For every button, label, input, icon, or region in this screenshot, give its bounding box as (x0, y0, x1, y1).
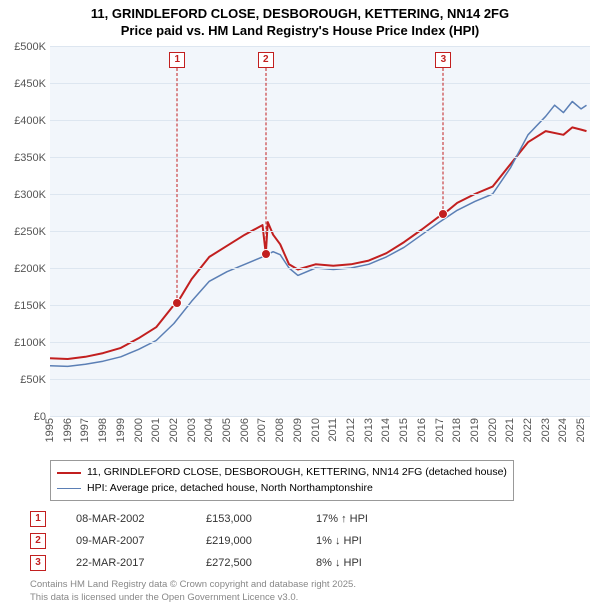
footer-line-2: This data is licensed under the Open Gov… (30, 592, 588, 604)
x-tick-label: 2011 (327, 418, 339, 442)
chart-marker-2: 2 (258, 52, 274, 68)
marker-dot (261, 249, 271, 259)
title-line-1: 11, GRINDLEFORD CLOSE, DESBOROUGH, KETTE… (0, 6, 600, 23)
marker-dot (172, 298, 182, 308)
x-tick-label: 2000 (133, 418, 145, 442)
x-tick-label: 2010 (310, 418, 322, 442)
annotation-row: 3 22-MAR-2017 £272,500 8% ↓ HPI (30, 555, 588, 571)
legend-label: HPI: Average price, detached house, Nort… (87, 481, 373, 497)
y-tick-label: £100K (14, 337, 46, 349)
x-tick-label: 2015 (398, 418, 410, 442)
x-tick-label: 2002 (168, 418, 180, 442)
y-tick-label: £400K (14, 115, 46, 127)
annotation-date: 22-MAR-2017 (76, 557, 176, 569)
marker-dot (438, 209, 448, 219)
y-tick-label: £250K (14, 226, 46, 238)
annotation-hpi: 8% ↓ HPI (316, 557, 396, 569)
x-tick-label: 2022 (522, 418, 534, 442)
annotation-price: £219,000 (206, 535, 286, 547)
marker-line (265, 68, 266, 254)
marker-line (177, 68, 178, 303)
annotation-price: £153,000 (206, 513, 286, 525)
x-tick-label: 2017 (434, 418, 446, 442)
annotation-hpi: 17% ↑ HPI (316, 513, 396, 525)
legend-swatch (57, 488, 81, 489)
gridline: £200K (50, 268, 590, 269)
x-tick-label: 1998 (97, 418, 109, 442)
gridline: £450K (50, 83, 590, 84)
x-tick-label: 1996 (62, 418, 74, 442)
gridline: £500K (50, 46, 590, 47)
chart-marker-3: 3 (435, 52, 451, 68)
plot-area: £0£50K£100K£150K£200K£250K£300K£350K£400… (50, 46, 590, 416)
annotation-price: £272,500 (206, 557, 286, 569)
annotation-row: 2 09-MAR-2007 £219,000 1% ↓ HPI (30, 533, 588, 549)
x-tick-label: 2006 (239, 418, 251, 442)
x-tick-label: 2021 (504, 418, 516, 442)
annotation-hpi: 1% ↓ HPI (316, 535, 396, 547)
x-tick-label: 2013 (363, 418, 375, 442)
x-tick-label: 2024 (557, 418, 569, 442)
x-tick-label: 2001 (150, 418, 162, 442)
y-tick-label: £300K (14, 189, 46, 201)
y-tick-label: £500K (14, 41, 46, 53)
footer: Contains HM Land Registry data © Crown c… (30, 579, 588, 604)
legend-item-hpi: HPI: Average price, detached house, Nort… (57, 481, 507, 497)
x-tick-label: 2019 (469, 418, 481, 442)
x-tick-label: 2009 (292, 418, 304, 442)
annotation-date: 08-MAR-2002 (76, 513, 176, 525)
annotation-number: 1 (30, 511, 46, 527)
gridline: £100K (50, 342, 590, 343)
title-line-2: Price paid vs. HM Land Registry's House … (0, 23, 600, 40)
x-tick-label: 1995 (44, 418, 56, 442)
x-tick-label: 2018 (451, 418, 463, 442)
series-hpi (50, 101, 587, 366)
x-tick-label: 2004 (203, 418, 215, 442)
series-price_paid (50, 127, 587, 359)
x-tick-label: 1999 (115, 418, 127, 442)
marker-line (443, 68, 444, 214)
gridline: £350K (50, 157, 590, 158)
annotation-table: 1 08-MAR-2002 £153,000 17% ↑ HPI 2 09-MAR-200… (30, 511, 588, 571)
y-tick-label: £200K (14, 263, 46, 275)
x-tick-label: 2007 (256, 418, 268, 442)
gridline: £250K (50, 231, 590, 232)
annotation-number: 2 (30, 533, 46, 549)
gridline: £150K (50, 305, 590, 306)
x-axis: 1995199619971998199920002001200220032004… (50, 416, 590, 452)
gridline: £50K (50, 379, 590, 380)
legend: 11, GRINDLEFORD CLOSE, DESBOROUGH, KETTE… (50, 460, 514, 502)
y-tick-label: £50K (20, 374, 46, 386)
x-tick-label: 2012 (345, 418, 357, 442)
chart-marker-1: 1 (169, 52, 185, 68)
y-tick-label: £450K (14, 78, 46, 90)
annotation-row: 1 08-MAR-2002 £153,000 17% ↑ HPI (30, 511, 588, 527)
x-tick-label: 2020 (487, 418, 499, 442)
x-tick-label: 2014 (380, 418, 392, 442)
legend-swatch (57, 472, 81, 474)
legend-label: 11, GRINDLEFORD CLOSE, DESBOROUGH, KETTE… (87, 465, 507, 481)
annotation-number: 3 (30, 555, 46, 571)
chart-container: 11, GRINDLEFORD CLOSE, DESBOROUGH, KETTE… (0, 0, 600, 604)
y-tick-label: £150K (14, 300, 46, 312)
gridline: £400K (50, 120, 590, 121)
gridline: £300K (50, 194, 590, 195)
x-tick-label: 1997 (79, 418, 91, 442)
chart-title: 11, GRINDLEFORD CLOSE, DESBOROUGH, KETTE… (0, 0, 600, 40)
annotation-date: 09-MAR-2007 (76, 535, 176, 547)
x-tick-label: 2008 (274, 418, 286, 442)
x-tick-label: 2005 (221, 418, 233, 442)
legend-item-price-paid: 11, GRINDLEFORD CLOSE, DESBOROUGH, KETTE… (57, 465, 507, 481)
x-tick-label: 2025 (575, 418, 587, 442)
x-tick-label: 2023 (540, 418, 552, 442)
x-tick-label: 2003 (186, 418, 198, 442)
x-tick-label: 2016 (416, 418, 428, 442)
y-tick-label: £350K (14, 152, 46, 164)
